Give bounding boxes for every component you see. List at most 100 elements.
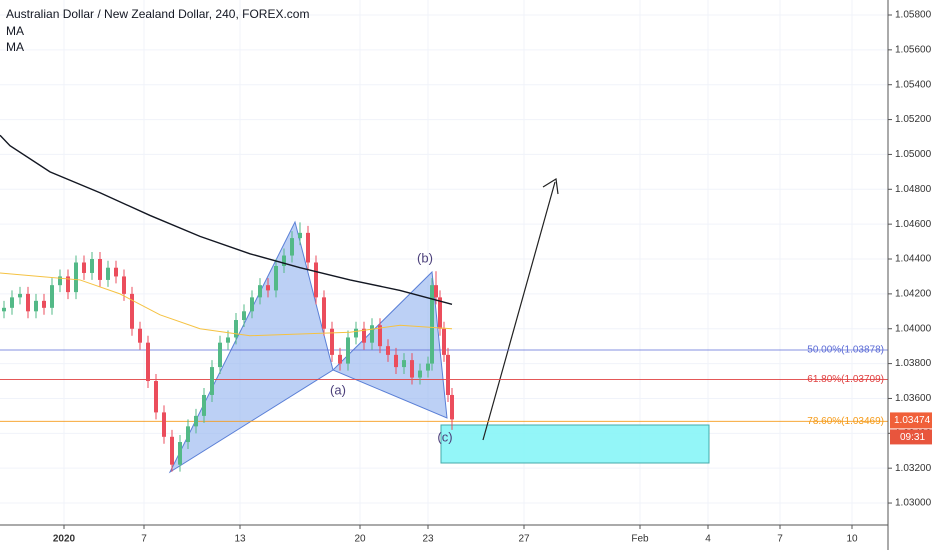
candle-body	[130, 293, 134, 329]
candle-body	[394, 354, 398, 368]
candle-body	[282, 255, 286, 266]
pattern-label: (b)	[417, 250, 433, 265]
y-tick-label: 1.03200	[895, 463, 932, 474]
ma-line	[0, 134, 453, 306]
candle-body	[90, 259, 94, 273]
candle-body	[82, 262, 86, 273]
candle-body	[410, 360, 414, 378]
y-tick-label: 1.04200	[895, 289, 932, 300]
candle-body	[138, 328, 142, 343]
y-tick-label: 1.04600	[895, 219, 932, 230]
x-tick-label: 23	[422, 534, 434, 545]
y-tick-label: 1.03000	[895, 498, 932, 509]
projection-arrow	[482, 181, 556, 441]
candle-body	[306, 232, 310, 263]
candle-body	[98, 259, 102, 280]
candle-body	[186, 426, 190, 443]
candle-body	[450, 394, 454, 420]
candle-body	[354, 328, 358, 338]
candle-body	[34, 300, 38, 312]
x-tick-label: 4	[705, 534, 711, 545]
candle-body	[386, 346, 390, 355]
fib-label: 50.00%(1.03878)	[807, 345, 884, 356]
indicator-label: MA	[6, 24, 24, 38]
candle-body	[418, 370, 422, 378]
candle-body	[218, 342, 222, 368]
candle-body	[346, 337, 350, 364]
candle-body	[114, 267, 118, 277]
candle-body	[438, 297, 442, 329]
pattern-label: (c)	[437, 429, 452, 444]
x-tick-label: 27	[518, 534, 530, 545]
candle-body	[430, 285, 434, 364]
x-tick-label: 10	[846, 534, 858, 545]
candle-body	[362, 328, 366, 343]
candle-body	[290, 238, 294, 256]
y-tick-label: 1.05800	[895, 10, 932, 21]
fib-label: 61.80%(1.03709)	[807, 374, 884, 385]
candle-body	[330, 328, 334, 355]
target-zone	[440, 424, 710, 464]
candle-body	[322, 297, 326, 329]
y-tick-label: 1.05600	[895, 44, 932, 55]
countdown-box	[890, 429, 932, 445]
last-price-label: 1.03474	[894, 415, 931, 426]
candle-body	[162, 412, 166, 437]
candle-body	[170, 436, 174, 465]
pattern-label: (a)	[330, 382, 346, 397]
candle-body	[446, 354, 450, 395]
countdown: 09:31	[900, 432, 925, 443]
candle-body	[402, 360, 406, 368]
candle-body	[106, 267, 110, 280]
candle-body	[426, 363, 430, 371]
y-tick-label: 1.04000	[895, 323, 932, 334]
candle-body	[258, 285, 262, 298]
candle-body	[26, 293, 30, 312]
y-tick-label: 1.03600	[895, 393, 932, 404]
indicator-label: MA	[6, 40, 24, 54]
candle-body	[122, 276, 126, 294]
candle-body	[338, 354, 342, 364]
candle-body	[210, 367, 214, 395]
candle-body	[234, 320, 238, 338]
candle-body	[434, 285, 438, 298]
y-tick-label: 1.05200	[895, 114, 932, 125]
candle-body	[154, 381, 158, 413]
candle-body	[74, 262, 78, 293]
x-tick-label: 7	[777, 534, 783, 545]
x-tick-label: 20	[354, 534, 366, 545]
pattern-bcd	[332, 270, 448, 419]
arrow-head	[542, 178, 559, 195]
candle-body	[42, 300, 46, 308]
candle-body	[314, 262, 318, 298]
candle-body	[50, 285, 54, 308]
candle-body	[274, 265, 278, 291]
candle-body	[378, 325, 382, 347]
candle-body	[226, 337, 230, 343]
candle-body	[298, 232, 302, 239]
y-tick-label: 1.05400	[895, 79, 932, 90]
candle-body	[370, 325, 374, 343]
fib-label: 78.60%(1.03469)	[807, 416, 884, 427]
candle-body	[10, 297, 14, 308]
candle-body	[442, 328, 446, 355]
x-tick-label: Feb	[631, 534, 649, 545]
candle-body	[266, 285, 270, 291]
x-tick-label: 7	[141, 534, 147, 545]
candle-body	[250, 297, 254, 312]
candle-body	[146, 342, 150, 382]
chart-title: Australian Dollar / New Zealand Dollar, …	[6, 7, 309, 21]
plot: 50.00%(1.03878) 61.80%(1.03709) 78.60%(1.0…	[0, 134, 888, 472]
candle-body	[66, 276, 70, 293]
x-tick-label: 2020	[53, 534, 76, 545]
candle-body	[178, 442, 182, 465]
y-tick-label: 1.04800	[895, 184, 932, 195]
candle-body	[194, 415, 198, 427]
y-tick-label: 1.05000	[895, 149, 932, 160]
candle-body	[2, 307, 6, 312]
y-tick-label: 1.04400	[895, 254, 932, 265]
y-tick-label: 1.03800	[895, 358, 932, 369]
candle-body	[58, 276, 62, 286]
